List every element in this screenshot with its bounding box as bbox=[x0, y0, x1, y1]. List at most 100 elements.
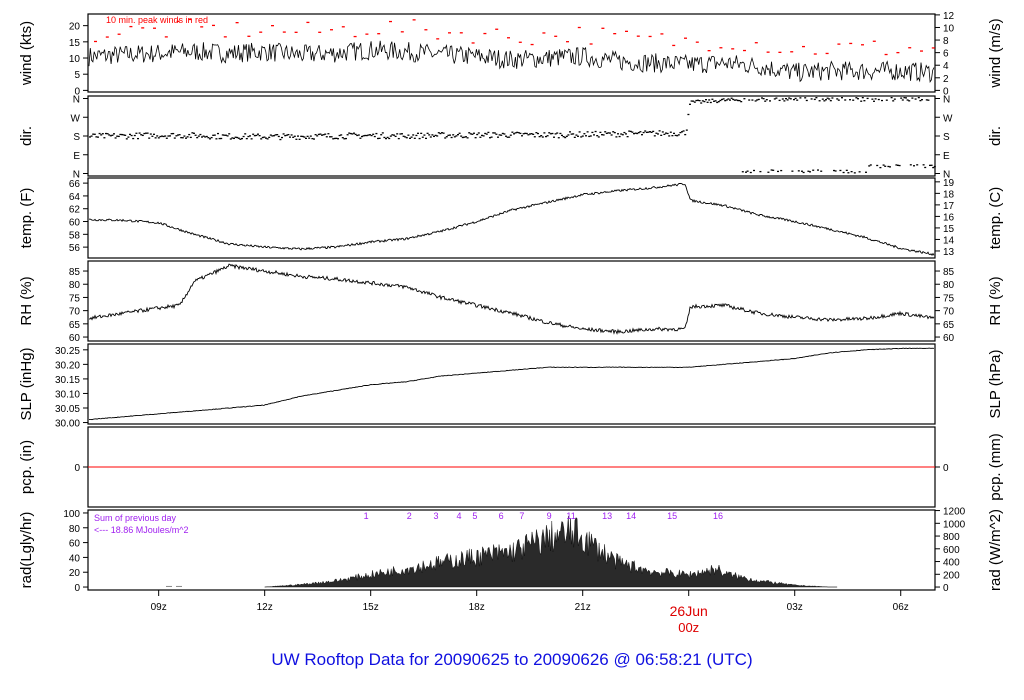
hour-mark: 16 bbox=[713, 511, 723, 521]
ylabel-rad: rad(Lgly/hr) bbox=[18, 512, 35, 589]
xtick-label: 12z bbox=[257, 602, 273, 613]
ylabel-right-slp: SLP (hPa) bbox=[987, 350, 1004, 419]
rad-annotation-total: <--- 18.86 MJoules/m^2 bbox=[94, 525, 189, 535]
ytick-label-rad: 100 bbox=[63, 509, 80, 520]
ytick-label-rad: 40 bbox=[69, 553, 81, 564]
ytick-label-temp: 64 bbox=[69, 192, 81, 203]
ytick-label-rh: 60 bbox=[69, 333, 81, 344]
ytick-label-rad: 0 bbox=[74, 583, 80, 594]
xtick-label: 03z bbox=[787, 602, 803, 613]
hour-mark: 7 bbox=[519, 511, 524, 521]
ytick-right-label-rad: 0 bbox=[943, 583, 949, 594]
ytick-right-label-rh: 85 bbox=[943, 267, 955, 278]
ytick-label-rad: 20 bbox=[69, 568, 81, 579]
ytick-right-label-rad: 800 bbox=[943, 532, 960, 543]
ytick-label-dir: W bbox=[71, 113, 81, 124]
ytick-right-label-rad: 1200 bbox=[943, 507, 966, 518]
ytick-right-label-wind: 6 bbox=[943, 49, 949, 60]
xtick-label: 15z bbox=[363, 602, 379, 613]
hour-mark: 4 bbox=[457, 511, 462, 521]
ytick-label-wind: 0 bbox=[74, 86, 80, 97]
ytick-label-wind: 20 bbox=[69, 22, 81, 33]
ytick-right-label-rh: 75 bbox=[943, 293, 955, 304]
ytick-label-slp: 30.20 bbox=[55, 360, 80, 371]
ytick-right-label-rad: 1000 bbox=[943, 519, 966, 530]
ytick-right-label-pcp: 0 bbox=[943, 463, 949, 474]
temp-line bbox=[88, 183, 935, 256]
ytick-right-label-rad: 600 bbox=[943, 545, 960, 556]
wind-speed-line bbox=[88, 40, 935, 83]
ytick-label-temp: 66 bbox=[69, 179, 81, 190]
ytick-right-label-rad: 400 bbox=[943, 558, 960, 569]
ytick-label-temp: 60 bbox=[69, 218, 81, 229]
ytick-right-label-temp: 19 bbox=[943, 178, 955, 189]
ytick-label-rad: 80 bbox=[69, 524, 81, 535]
ytick-label-dir: S bbox=[73, 132, 80, 143]
ytick-right-label-temp: 14 bbox=[943, 235, 955, 246]
ytick-right-label-rad: 200 bbox=[943, 570, 960, 581]
ytick-label-slp: 30.10 bbox=[55, 389, 80, 400]
ytick-right-label-dir: N bbox=[943, 95, 950, 106]
panel-dir-frame bbox=[87, 95, 936, 177]
panel-temp-frame bbox=[87, 177, 936, 259]
hour-mark: 5 bbox=[472, 511, 477, 521]
ytick-label-slp: 30.25 bbox=[55, 346, 80, 357]
chart-title: UW Rooftop Data for 20090625 to 20090626… bbox=[271, 650, 753, 669]
xtick-date-label: 26Jun bbox=[670, 603, 708, 619]
xtick-label: 18z bbox=[469, 602, 485, 613]
hour-mark: 11 bbox=[566, 511, 575, 521]
ylabel-right-dir: dir. bbox=[987, 126, 1004, 146]
ytick-right-label-temp: 18 bbox=[943, 189, 955, 200]
ylabel-wind: wind (kts) bbox=[18, 21, 35, 86]
ytick-label-rh: 85 bbox=[69, 267, 81, 278]
panel-rh-frame bbox=[87, 260, 936, 342]
ytick-label-wind: 10 bbox=[69, 54, 81, 65]
ylabel-right-temp: temp. (C) bbox=[987, 187, 1004, 250]
ytick-label-pcp: 0 bbox=[74, 463, 80, 474]
wind-annotation: 10 min. peak winds in red bbox=[106, 15, 208, 25]
hour-mark: 2 bbox=[407, 511, 412, 521]
ytick-label-rad: 60 bbox=[69, 539, 81, 550]
panel-wind-frame bbox=[87, 13, 936, 93]
hour-mark: 3 bbox=[434, 511, 439, 521]
ytick-label-temp: 58 bbox=[69, 230, 81, 241]
ytick-right-label-dir: W bbox=[943, 113, 953, 124]
ytick-right-label-wind: 8 bbox=[943, 36, 949, 47]
ytick-right-label-temp: 17 bbox=[943, 201, 955, 212]
panel-rad-frame bbox=[87, 509, 936, 591]
ytick-right-label-temp: 15 bbox=[943, 224, 955, 235]
ytick-right-label-dir: N bbox=[943, 170, 950, 181]
ytick-right-label-dir: E bbox=[943, 151, 950, 162]
ytick-right-label-wind: 2 bbox=[943, 74, 949, 85]
ytick-label-rh: 75 bbox=[69, 293, 81, 304]
ylabel-right-rad: rad (W/m^2) bbox=[987, 509, 1004, 591]
hour-mark: 13 bbox=[602, 511, 612, 521]
ytick-right-label-wind: 4 bbox=[943, 61, 949, 72]
weather-chart: wind (kts) wind (m/s)0510152002468101210 … bbox=[18, 11, 1004, 635]
ytick-label-slp: 30.00 bbox=[55, 419, 80, 430]
xtick-label: 09z bbox=[151, 602, 167, 613]
ytick-label-rh: 65 bbox=[69, 320, 81, 331]
ylabel-dir: dir. bbox=[18, 126, 35, 146]
ytick-right-label-rh: 70 bbox=[943, 307, 955, 318]
xtick-label: 00z bbox=[678, 620, 699, 635]
ytick-label-slp: 30.05 bbox=[55, 404, 80, 415]
ytick-right-label-dir: S bbox=[943, 132, 950, 143]
ytick-label-rh: 70 bbox=[69, 307, 81, 318]
hour-mark: 14 bbox=[626, 511, 636, 521]
ytick-label-rh: 80 bbox=[69, 280, 81, 291]
ylabel-slp: SLP (inHg) bbox=[18, 347, 35, 420]
hour-mark: 6 bbox=[499, 511, 504, 521]
rad-annotation: Sum of previous day bbox=[94, 513, 177, 523]
ylabel-right-rh: RH (%) bbox=[987, 276, 1004, 325]
ylabel-right-wind: wind (m/s) bbox=[987, 18, 1004, 88]
ytick-label-dir: E bbox=[73, 151, 80, 162]
xtick-label: 21z bbox=[575, 602, 591, 613]
ytick-label-wind: 15 bbox=[69, 38, 81, 49]
ylabel-rh: RH (%) bbox=[18, 276, 35, 325]
ylabel-right-pcp: pcp. (mm) bbox=[987, 433, 1004, 501]
ytick-right-label-rh: 65 bbox=[943, 320, 955, 331]
ytick-right-label-temp: 16 bbox=[943, 212, 955, 223]
ytick-label-temp: 62 bbox=[69, 205, 81, 216]
hour-mark: 9 bbox=[547, 511, 552, 521]
